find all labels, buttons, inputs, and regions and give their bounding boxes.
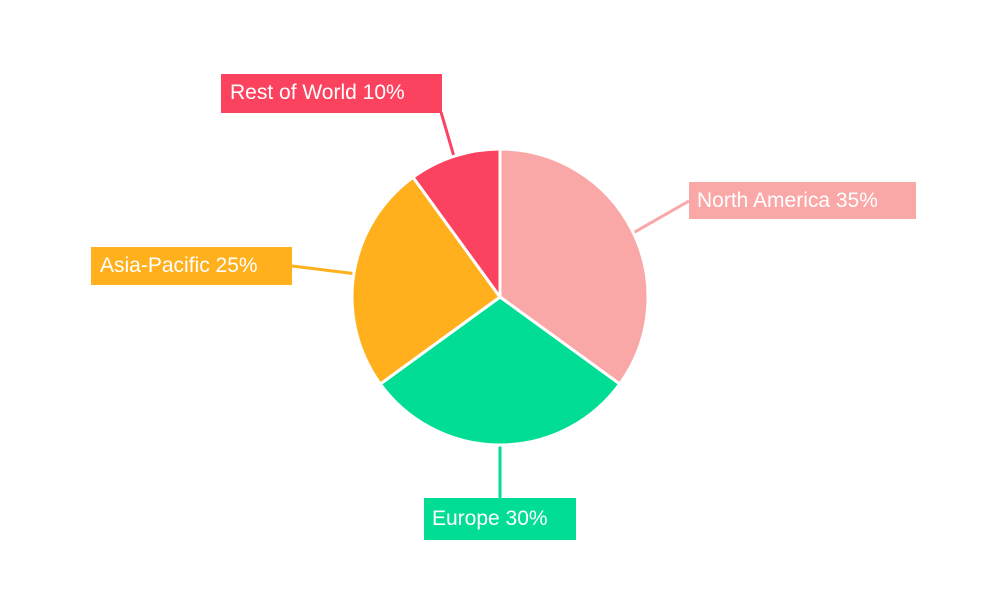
label-text-rest-of-world: Rest of World 10% — [230, 81, 405, 104]
label-text-asia-pacific: Asia-Pacific 25% — [100, 254, 258, 277]
pie-slice-north-america[interactable] — [498, 147, 650, 386]
pie-wedges — [350, 147, 650, 447]
label-asia-pacific[interactable]: Asia-Pacific 25% — [91, 247, 292, 285]
label-box-north-america — [689, 182, 916, 219]
label-text-north-america: North America 35% — [697, 189, 878, 212]
leader-line-north-america — [632, 199, 690, 235]
label-europe[interactable]: Europe 30% — [424, 498, 576, 540]
label-box-asia-pacific — [91, 247, 292, 285]
pie-slice-rest-of-world[interactable] — [411, 147, 502, 299]
leader-line-asia-pacific — [291, 264, 358, 276]
leader-lines — [291, 111, 690, 499]
label-rest-of-world[interactable]: Rest of World 10% — [221, 74, 442, 113]
label-text-europe: Europe 30% — [432, 507, 548, 530]
label-north-america[interactable]: North America 35% — [689, 182, 916, 219]
label-box-rest-of-world — [221, 74, 442, 113]
leader-line-rest-of-world — [439, 111, 457, 161]
label-box-europe — [424, 498, 576, 540]
slice-labels: North America 35% Europe 30% Asia-Pacifi… — [91, 74, 916, 540]
pie-slice-asia-pacific[interactable] — [350, 175, 502, 386]
pie-slice-europe[interactable] — [378, 295, 622, 447]
